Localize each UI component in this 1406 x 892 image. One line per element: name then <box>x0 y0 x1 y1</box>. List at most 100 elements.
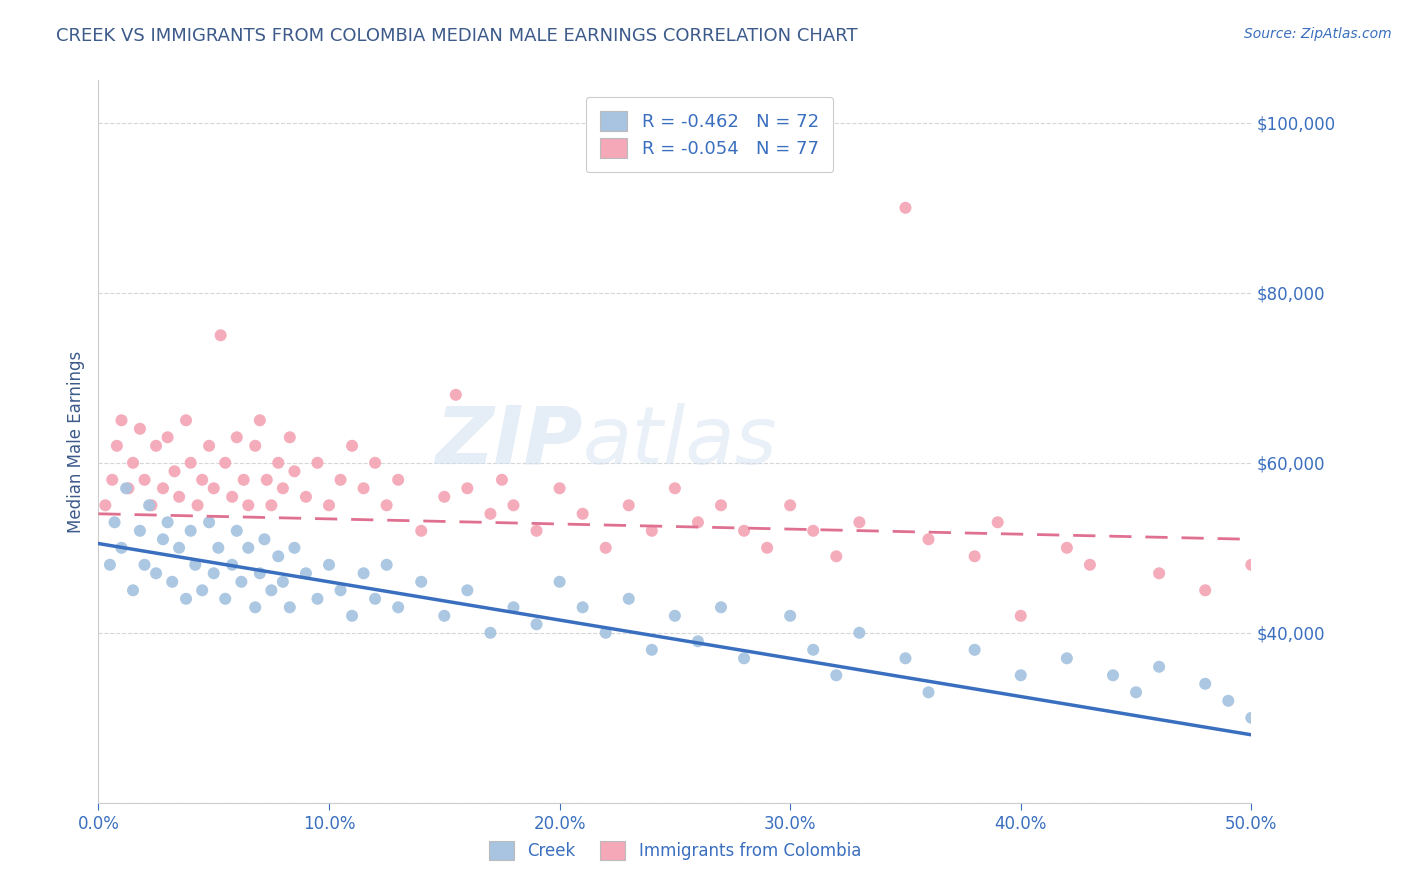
Point <box>491 473 513 487</box>
Point <box>167 541 190 555</box>
Legend: Creek, Immigrants from Colombia: Creek, Immigrants from Colombia <box>482 835 868 867</box>
Point <box>134 558 156 572</box>
Point <box>110 413 132 427</box>
Point <box>145 566 167 581</box>
Point <box>1125 685 1147 699</box>
Point <box>129 524 152 538</box>
Point <box>207 541 229 555</box>
Point <box>98 558 121 572</box>
Point <box>260 498 283 512</box>
Point <box>191 583 214 598</box>
Y-axis label: Median Male Earnings: Median Male Earnings <box>66 351 84 533</box>
Point <box>502 498 524 512</box>
Point <box>733 524 755 538</box>
Point <box>433 608 456 623</box>
Point <box>894 651 917 665</box>
Point <box>329 583 352 598</box>
Point <box>387 600 409 615</box>
Point <box>198 516 221 530</box>
Point <box>249 413 271 427</box>
Point <box>456 481 478 495</box>
Point <box>214 591 236 606</box>
Point <box>1194 677 1216 691</box>
Point <box>249 566 271 581</box>
Point <box>617 498 640 512</box>
Point <box>664 608 686 623</box>
Point <box>271 481 294 495</box>
Point <box>105 439 128 453</box>
Point <box>526 617 548 632</box>
Point <box>117 481 139 495</box>
Point <box>1240 711 1263 725</box>
Point <box>174 591 197 606</box>
Point <box>232 473 254 487</box>
Text: ZIP: ZIP <box>436 402 582 481</box>
Point <box>129 422 152 436</box>
Point <box>94 498 117 512</box>
Point <box>245 439 267 453</box>
Point <box>163 464 186 478</box>
Point <box>825 549 848 564</box>
Point <box>548 481 571 495</box>
Point <box>664 481 686 495</box>
Point <box>283 541 305 555</box>
Point <box>110 541 132 555</box>
Point <box>295 490 318 504</box>
Point <box>641 642 664 657</box>
Point <box>364 591 387 606</box>
Point <box>595 625 617 640</box>
Point <box>184 558 207 572</box>
Point <box>1194 583 1216 598</box>
Point <box>1286 524 1309 538</box>
Point <box>364 456 387 470</box>
Point <box>686 516 709 530</box>
Point <box>267 456 290 470</box>
Point <box>271 574 294 589</box>
Point <box>1056 541 1078 555</box>
Point <box>617 591 640 606</box>
Point <box>1147 660 1170 674</box>
Point <box>571 507 593 521</box>
Point <box>411 574 433 589</box>
Point <box>387 473 409 487</box>
Point <box>214 456 236 470</box>
Point <box>318 558 340 572</box>
Point <box>260 583 283 598</box>
Point <box>779 608 801 623</box>
Point <box>595 541 617 555</box>
Point <box>103 516 125 530</box>
Point <box>917 685 939 699</box>
Point <box>1056 651 1078 665</box>
Point <box>198 439 221 453</box>
Point <box>756 541 779 555</box>
Point <box>245 600 267 615</box>
Point <box>253 533 276 547</box>
Point <box>167 490 190 504</box>
Point <box>122 456 145 470</box>
Point <box>1263 541 1285 555</box>
Point <box>686 634 709 648</box>
Point <box>329 473 352 487</box>
Point <box>221 558 243 572</box>
Point <box>710 600 733 615</box>
Point <box>1218 694 1240 708</box>
Point <box>825 668 848 682</box>
Point <box>548 574 571 589</box>
Point <box>963 642 986 657</box>
Point <box>526 524 548 538</box>
Point <box>963 549 986 564</box>
Point <box>502 600 524 615</box>
Point <box>479 507 502 521</box>
Point <box>987 516 1010 530</box>
Point <box>733 651 755 665</box>
Point <box>479 625 502 640</box>
Point <box>209 328 232 343</box>
Point <box>571 600 593 615</box>
Point <box>894 201 917 215</box>
Point <box>238 541 260 555</box>
Point <box>641 524 664 538</box>
Point <box>917 533 939 547</box>
Point <box>180 456 202 470</box>
Point <box>145 439 167 453</box>
Point <box>307 456 329 470</box>
